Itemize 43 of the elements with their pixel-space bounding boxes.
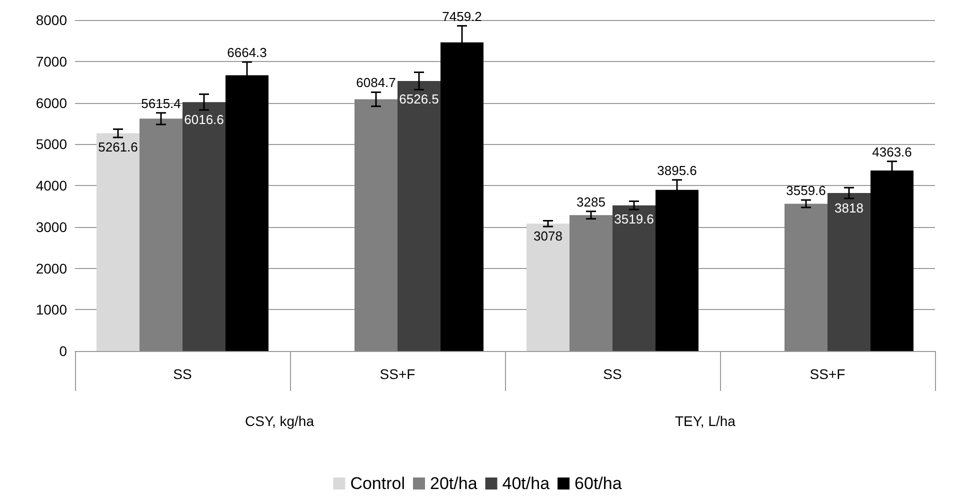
bar (182, 102, 226, 351)
y-tick-label: 8000 (36, 12, 68, 28)
bar (570, 215, 612, 351)
bar (354, 99, 398, 351)
data-label: 3078 (534, 228, 562, 244)
bar (398, 80, 440, 351)
data-label: 3519.6 (614, 212, 654, 227)
data-label: 7459.2 (442, 8, 482, 24)
data-label: 5615.4 (141, 96, 181, 111)
y-tick-label: 2000 (36, 260, 68, 276)
legend-label: 20t/ha (430, 474, 478, 493)
x-tick-label: SS (603, 366, 622, 382)
data-label: 3559.6 (786, 183, 826, 198)
y-tick-label: 4000 (36, 178, 68, 194)
bar (96, 133, 140, 351)
data-label: 3818 (834, 200, 864, 216)
data-label: 6084.7 (356, 75, 396, 90)
data-label: 3285 (576, 194, 606, 210)
y-tick-label: 5000 (36, 136, 68, 152)
bar (612, 205, 656, 351)
data-label: 4363.6 (872, 144, 912, 160)
data-label: 6016.6 (184, 112, 224, 127)
text: TEY, L/ha (675, 413, 736, 429)
y-tick-label: 6000 (36, 94, 68, 111)
x-tick-label: SS+F (380, 366, 416, 382)
y-tick-label: 0 (59, 343, 68, 359)
legend-label: 60t/ha (574, 474, 622, 493)
data-label: 3895.6 (657, 162, 697, 178)
bar (784, 204, 828, 351)
data-label: 5261.6 (98, 139, 138, 154)
x-tick-label: SS (173, 366, 192, 382)
legend-label: 40t/ha (502, 474, 550, 493)
bar (828, 193, 870, 351)
x-tick-label: SS+F (810, 366, 846, 382)
y-tick-label: 7000 (36, 53, 68, 70)
bar (526, 224, 570, 351)
y-tick-label: 1000 (36, 302, 68, 318)
text: CSY, kg/ha (245, 413, 314, 429)
data-label: 6664.3 (227, 45, 267, 60)
y-tick-label: 3000 (36, 218, 68, 235)
bar (140, 118, 182, 351)
legend-label: Control (350, 474, 406, 493)
data-label: 6526.5 (399, 92, 439, 107)
